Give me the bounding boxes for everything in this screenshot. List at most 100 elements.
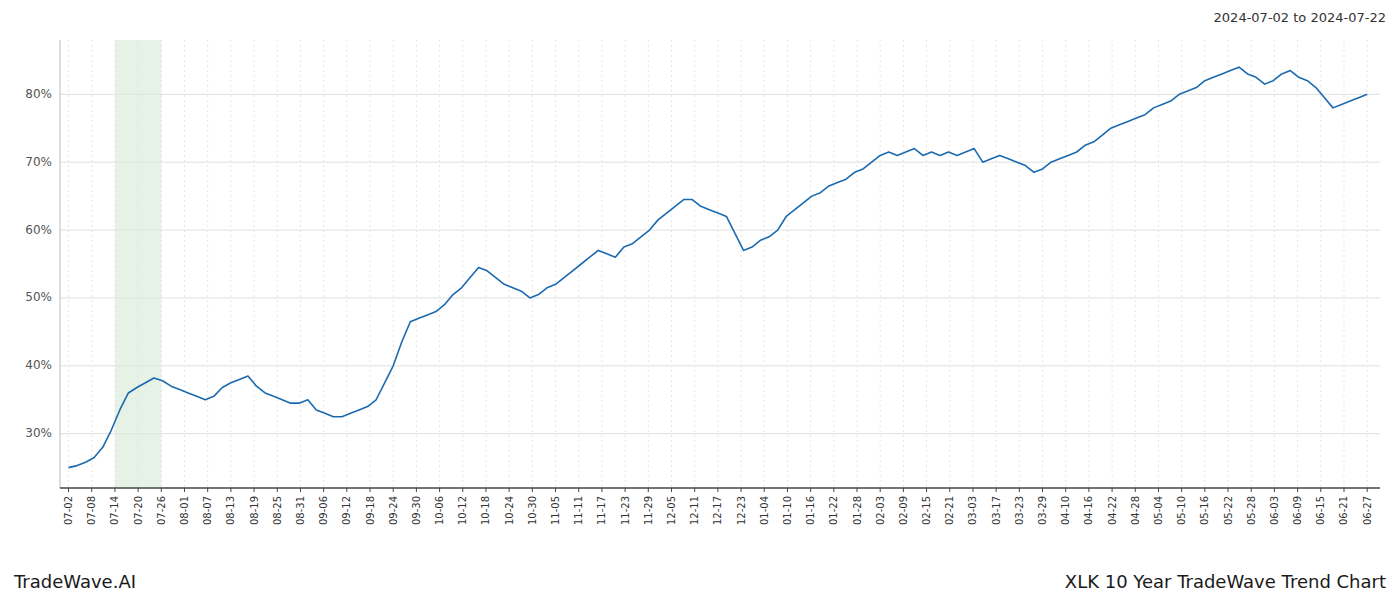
x-tick — [1297, 488, 1298, 492]
x-grid-line — [787, 40, 788, 488]
y-tick-label: 50% — [25, 290, 52, 304]
y-tick-label: 70% — [25, 155, 52, 169]
x-tick-label: 08-13 — [225, 496, 236, 525]
x-grid-line — [207, 40, 208, 488]
x-tick — [323, 488, 324, 492]
x-tick — [857, 488, 858, 492]
x-grid-line — [416, 40, 417, 488]
x-grid-line — [694, 40, 695, 488]
x-tick — [1251, 488, 1252, 492]
x-tick-label: 05-10 — [1176, 496, 1187, 525]
x-grid-line — [1297, 40, 1298, 488]
x-tick — [439, 488, 440, 492]
y-grid-line — [60, 433, 1380, 434]
x-tick — [91, 488, 92, 492]
x-grid-line — [254, 40, 255, 488]
x-tick-label: 10-24 — [504, 496, 515, 525]
y-axis-line — [60, 40, 61, 488]
x-grid-line — [1135, 40, 1136, 488]
x-tick — [1088, 488, 1089, 492]
x-tick — [207, 488, 208, 492]
x-tick-label: 12-11 — [689, 496, 700, 525]
x-tick — [509, 488, 510, 492]
x-grid-line — [648, 40, 649, 488]
x-tick — [810, 488, 811, 492]
x-tick-label: 05-28 — [1246, 496, 1257, 525]
x-tick-label: 03-23 — [1014, 496, 1025, 525]
x-grid-line — [671, 40, 672, 488]
x-tick-label: 04-10 — [1060, 496, 1071, 525]
x-tick — [184, 488, 185, 492]
x-grid-line — [1158, 40, 1159, 488]
x-tick — [949, 488, 950, 492]
x-tick-label: 08-25 — [272, 496, 283, 525]
x-tick — [485, 488, 486, 492]
x-tick — [1112, 488, 1113, 492]
plot-area — [69, 40, 1368, 488]
x-tick-label: 11-05 — [550, 496, 561, 525]
x-tick — [1228, 488, 1229, 492]
x-tick-label: 07-20 — [133, 496, 144, 525]
x-tick-label: 05-04 — [1153, 496, 1164, 525]
x-tick — [1135, 488, 1136, 492]
x-grid-line — [1088, 40, 1089, 488]
x-tick-label: 07-02 — [63, 496, 74, 525]
x-tick — [346, 488, 347, 492]
x-tick — [996, 488, 997, 492]
x-tick-label: 06-21 — [1338, 496, 1349, 525]
x-tick-label: 11-29 — [643, 496, 654, 525]
x-grid-line — [1367, 40, 1368, 488]
x-grid-line — [370, 40, 371, 488]
x-grid-line — [532, 40, 533, 488]
x-grid-line — [555, 40, 556, 488]
x-tick-label: 02-15 — [921, 496, 932, 525]
x-tick-label: 10-30 — [527, 496, 538, 525]
x-grid-line — [625, 40, 626, 488]
x-tick-label: 04-16 — [1083, 496, 1094, 525]
axes: 30%40%50%60%70%80%07-0207-0807-1407-2007… — [25, 40, 1380, 525]
x-tick-label: 10-06 — [434, 496, 445, 525]
x-tick — [277, 488, 278, 492]
x-tick — [694, 488, 695, 492]
y-tick-label: 40% — [25, 358, 52, 372]
x-grid-line — [346, 40, 347, 488]
x-tick — [972, 488, 973, 492]
x-tick-label: 09-24 — [388, 496, 399, 525]
x-grid-line — [68, 40, 69, 488]
x-tick-label: 06-27 — [1362, 496, 1373, 525]
x-tick-label: 01-16 — [805, 496, 816, 525]
x-tick — [254, 488, 255, 492]
x-grid-line — [393, 40, 394, 488]
x-tick — [1204, 488, 1205, 492]
x-grid-line — [857, 40, 858, 488]
x-grid-line — [91, 40, 92, 488]
x-tick-label: 11-23 — [620, 496, 631, 525]
x-grid-line — [1019, 40, 1020, 488]
x-tick-label: 09-18 — [365, 496, 376, 525]
x-grid-line — [230, 40, 231, 488]
x-tick — [1343, 488, 1344, 492]
x-grid-line — [1343, 40, 1344, 488]
x-grid-line — [1181, 40, 1182, 488]
x-tick — [1274, 488, 1275, 492]
x-tick — [230, 488, 231, 492]
x-grid-line — [601, 40, 602, 488]
x-tick-label: 01-04 — [759, 496, 770, 525]
x-grid-line — [949, 40, 950, 488]
x-tick — [1065, 488, 1066, 492]
x-tick-label: 02-21 — [944, 496, 955, 525]
y-grid-line — [60, 297, 1380, 298]
x-tick-label: 08-31 — [295, 496, 306, 525]
x-tick — [648, 488, 649, 492]
x-tick-label: 09-12 — [341, 496, 352, 525]
x-grid-line — [926, 40, 927, 488]
x-tick — [532, 488, 533, 492]
x-grid-line — [184, 40, 185, 488]
x-tick-label: 02-03 — [875, 496, 886, 525]
x-grid-line — [323, 40, 324, 488]
x-tick — [393, 488, 394, 492]
x-tick-label: 12-05 — [666, 496, 677, 525]
x-tick — [416, 488, 417, 492]
background — [0, 0, 1400, 600]
x-grid-line — [1274, 40, 1275, 488]
